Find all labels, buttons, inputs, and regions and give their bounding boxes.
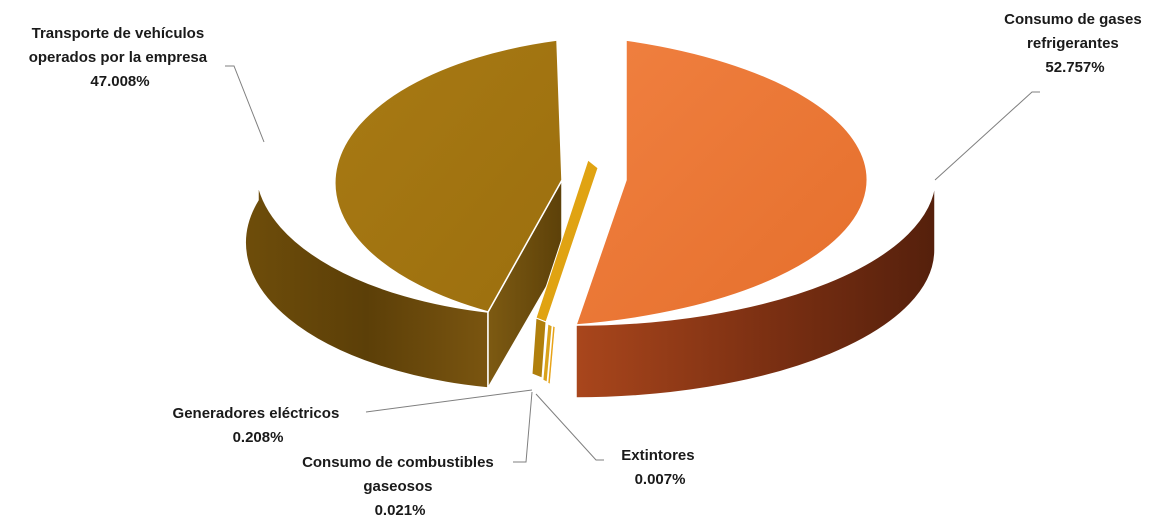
label-consumo-gases-value: 52.757% <box>1045 59 1104 76</box>
label-combustibles-line1: Consumo de combustibles <box>302 454 494 471</box>
slice-consumo-gases-side <box>575 179 936 399</box>
label-consumo-gases-line2: refrigerantes <box>1027 35 1119 52</box>
slice-transporte-side <box>244 183 489 389</box>
label-combustibles-line2: gaseosos <box>363 478 432 495</box>
leader-consumo-gases <box>934 91 1040 181</box>
slice-extintores <box>547 325 556 385</box>
label-consumo-gases: Consumo de gases refrigerantes 52.757% <box>1004 11 1146 76</box>
label-transporte-line2: operados por la empresa <box>29 49 208 66</box>
label-transporte: Transporte de vehículos operados por la … <box>29 25 212 90</box>
leader-generadores <box>365 389 533 413</box>
label-extintores-value: 0.007% <box>635 471 686 488</box>
label-combustibles: Consumo de combustibles gaseosos 0.021% <box>302 454 498 519</box>
slice-extintores-wedge <box>547 325 556 385</box>
slice-generadores-side <box>531 317 547 379</box>
slice-transporte-top <box>334 39 563 313</box>
label-generadores-value: 0.208% <box>233 429 284 446</box>
slice-combustibles <box>542 323 553 383</box>
slice-consumo-gases <box>574 39 936 399</box>
slice-consumo-gases-top <box>574 39 868 326</box>
leader-transporte <box>225 65 265 143</box>
label-combustibles-value: 0.021% <box>375 502 426 519</box>
label-generadores: Generadores eléctricos 0.208% <box>173 405 344 446</box>
leader-combustibles <box>513 391 533 463</box>
slice-generadores <box>531 159 599 379</box>
label-consumo-gases-line1: Consumo de gases <box>1004 11 1142 28</box>
slice-combustibles-wedge <box>542 323 553 383</box>
label-extintores-line1: Extintores <box>621 447 694 464</box>
label-transporte-value: 47.008% <box>90 73 149 90</box>
label-extintores: Extintores 0.007% <box>621 447 699 488</box>
leader-extintores <box>535 393 604 461</box>
slice-transporte <box>244 39 563 391</box>
label-transporte-line1: Transporte de vehículos <box>32 25 205 42</box>
label-generadores-line1: Generadores eléctricos <box>173 405 340 422</box>
